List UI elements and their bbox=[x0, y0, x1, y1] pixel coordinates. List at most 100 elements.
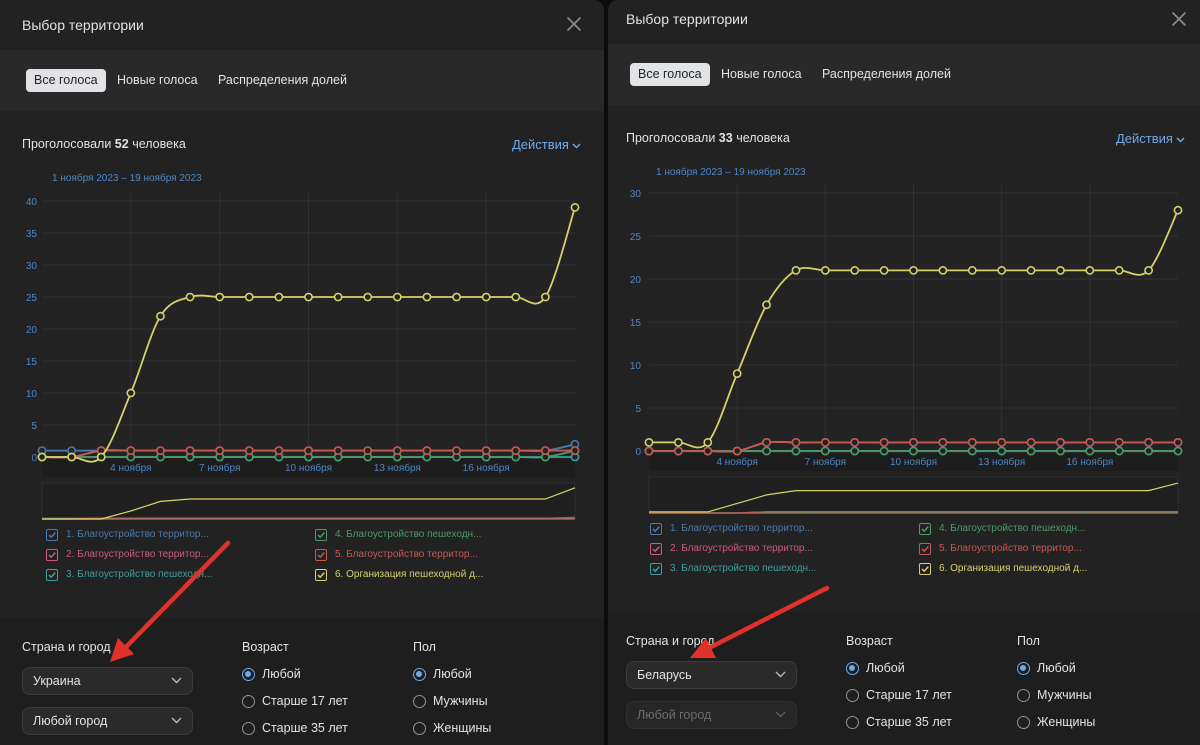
city-value: Любой город bbox=[33, 714, 108, 728]
tab-share-distribution[interactable]: Распределения долей bbox=[218, 73, 347, 87]
country-select[interactable]: Беларусь bbox=[626, 661, 797, 689]
voted-suffix: человека bbox=[736, 131, 790, 145]
city-select[interactable]: Любой город bbox=[626, 701, 797, 729]
x-axis-band bbox=[649, 453, 1178, 471]
actions-menu[interactable]: Действия bbox=[512, 137, 581, 152]
voted-suffix: человека bbox=[132, 137, 186, 151]
city-select[interactable]: Любой город bbox=[22, 707, 193, 735]
data-point bbox=[96, 452, 106, 462]
radio-icon bbox=[242, 722, 255, 735]
data-point bbox=[850, 446, 860, 456]
data-point bbox=[938, 266, 948, 275]
data-point bbox=[762, 437, 771, 447]
actions-menu[interactable]: Действия bbox=[1116, 131, 1185, 146]
data-point bbox=[909, 446, 918, 456]
y-tick-label: 5 bbox=[635, 404, 641, 415]
chevron-down-icon bbox=[775, 711, 786, 718]
data-point bbox=[570, 203, 580, 212]
tab-new-votes[interactable]: Новые голоса bbox=[721, 67, 802, 81]
legend-label: 2. Благоустройство территор... bbox=[670, 543, 813, 554]
data-point bbox=[820, 266, 830, 275]
y-tick-label: 0 bbox=[635, 447, 641, 458]
chevron-down-icon bbox=[171, 677, 182, 684]
data-point bbox=[67, 452, 77, 462]
data-point bbox=[215, 292, 225, 302]
data-point bbox=[333, 292, 343, 302]
dialog-header: Выбор территории bbox=[608, 0, 1200, 50]
voted-summary: Проголосовали 52 человека bbox=[22, 137, 186, 151]
tab-all-votes[interactable]: Все голоса bbox=[26, 69, 106, 92]
data-point bbox=[703, 446, 713, 456]
tab-share-distribution[interactable]: Распределения долей bbox=[822, 67, 951, 81]
navigator-line bbox=[649, 482, 1179, 513]
close-icon[interactable] bbox=[564, 14, 584, 34]
chevron-down-icon bbox=[171, 717, 182, 724]
data-point bbox=[1026, 266, 1036, 275]
data-point bbox=[126, 388, 136, 398]
navigator-line bbox=[649, 511, 1178, 514]
territory-dialog-ukraine: Выбор территории Все голоса Новые голоса… bbox=[0, 0, 604, 745]
tab-new-votes[interactable]: Новые голоса bbox=[117, 73, 198, 87]
x-tick-label: 16 ноября bbox=[463, 462, 510, 474]
x-tick-label: 7 ноября bbox=[199, 462, 240, 474]
data-point bbox=[1114, 437, 1124, 447]
data-point bbox=[820, 437, 830, 447]
tab-all-votes[interactable]: Все голоса bbox=[630, 63, 710, 86]
gender-label: Пол bbox=[1017, 634, 1040, 648]
checkbox-checked-icon bbox=[919, 523, 931, 535]
data-point bbox=[570, 446, 580, 455]
chevron-down-icon bbox=[572, 143, 581, 149]
checkbox-checked-icon bbox=[46, 569, 58, 581]
data-point bbox=[879, 437, 889, 447]
y-tick-label: 15 bbox=[630, 318, 642, 329]
data-point bbox=[967, 437, 977, 447]
checkbox-checked-icon bbox=[315, 529, 327, 541]
data-point bbox=[274, 446, 284, 455]
data-point bbox=[1144, 437, 1154, 447]
data-point bbox=[644, 437, 654, 447]
navigator bbox=[648, 476, 1179, 514]
data-point bbox=[363, 446, 373, 455]
radio-label: Женщины bbox=[433, 721, 492, 735]
radio-label: Любой bbox=[262, 667, 301, 681]
data-point bbox=[363, 292, 373, 302]
data-point bbox=[1114, 266, 1124, 275]
data-point bbox=[392, 292, 402, 302]
legend-label: 6. Организация пешеходной д... bbox=[939, 563, 1088, 574]
y-tick-label: 25 bbox=[630, 232, 642, 243]
tab-bar: Все голоса Новые голоса Распределения до… bbox=[608, 44, 1200, 105]
data-point bbox=[126, 446, 136, 455]
voted-count: 33 bbox=[718, 131, 733, 145]
y-tick-label: 30 bbox=[630, 189, 642, 200]
data-point bbox=[850, 266, 860, 275]
country-city-label: Страна и город bbox=[22, 640, 111, 654]
navigator-line bbox=[42, 517, 575, 520]
data-point bbox=[1085, 446, 1095, 456]
votes-chart: 1 ноября 2023 – 19 ноября 2023 0 5 10 15 20 25… bbox=[26, 172, 580, 520]
data-point bbox=[644, 446, 654, 456]
checkbox-checked-icon bbox=[650, 543, 662, 555]
x-tick-label: 4 ноября bbox=[716, 456, 757, 468]
data-point bbox=[791, 446, 801, 456]
data-point bbox=[820, 446, 830, 456]
y-tick-label: 5 bbox=[31, 421, 37, 432]
checkbox-checked-icon bbox=[315, 569, 327, 581]
y-tick-label: 15 bbox=[26, 357, 38, 368]
data-point bbox=[274, 292, 284, 302]
data-point bbox=[333, 446, 343, 455]
radio-icon bbox=[413, 722, 426, 735]
x-tick-label: 16 ноября bbox=[1066, 456, 1113, 468]
data-point bbox=[185, 446, 195, 455]
y-tick-label: 20 bbox=[630, 275, 642, 286]
x-tick-label: 4 ноября bbox=[110, 462, 151, 474]
x-tick-label: 10 ноября bbox=[890, 456, 937, 468]
data-point bbox=[762, 300, 771, 310]
x-axis-band bbox=[42, 459, 575, 477]
radio-checked-icon bbox=[1017, 662, 1030, 675]
data-point bbox=[1026, 437, 1036, 447]
close-icon[interactable] bbox=[1169, 9, 1189, 29]
x-tick-label: 10 ноября bbox=[285, 462, 332, 474]
data-point bbox=[452, 292, 461, 302]
x-tick-label: 13 ноября bbox=[978, 456, 1025, 468]
country-select[interactable]: Украина bbox=[22, 667, 193, 695]
